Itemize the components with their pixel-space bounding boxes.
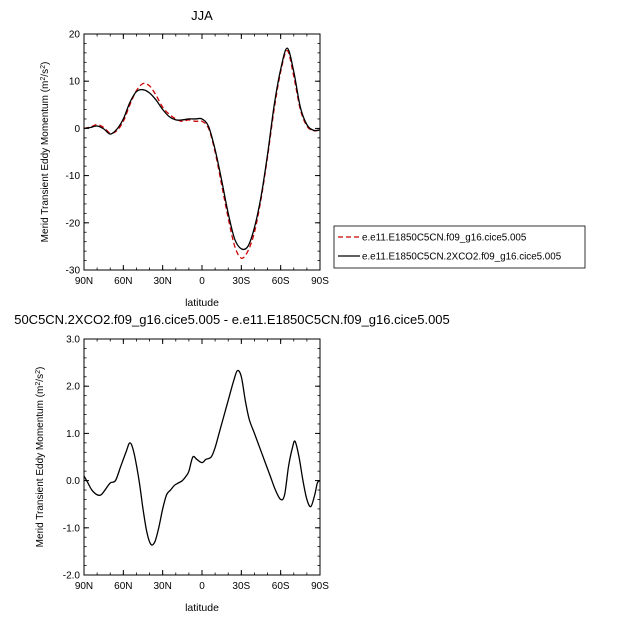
y-tick-label: -30 — [66, 266, 81, 277]
top-chart: JJA -30 -20 -10 0 10 20 90N 60N 30N 0 30S 60S 90S l… — [40, 8, 586, 309]
y-tick-label: 0 — [74, 124, 80, 135]
top-y-axis-label: Merid Transient Eddy Momentum (m2/s2) — [40, 62, 52, 243]
top-x-axis-label: latitude — [185, 297, 219, 309]
top-chart-title: JJA — [191, 8, 213, 23]
top-x-axis: 90N 60N 30N 0 30S 60S 90S — [75, 34, 329, 287]
y-tick-label: -2.0 — [63, 571, 81, 582]
y-tick-label: 0.0 — [66, 476, 80, 487]
x-tick-label: 60N — [114, 581, 132, 592]
bottom-x-axis: 90N 60N 30N 0 30S 60S 90S — [75, 339, 329, 592]
x-tick-label: 0 — [199, 581, 205, 592]
x-tick-label: 60S — [272, 276, 290, 287]
p0-series-line-0 — [83, 49, 321, 259]
y-tick-label: 1.0 — [66, 429, 80, 440]
top-legend: e.e11.E1850C5CN.f09_g16.cice5.005 e.e11.… — [333, 225, 586, 269]
y-tick-label: 2.0 — [66, 382, 80, 393]
bottom-y-axis-label: Merid Transient Eddy Momentum (m2/s2) — [35, 367, 47, 548]
y-tick-label: 20 — [69, 30, 81, 41]
legend-box — [333, 225, 586, 269]
x-tick-label: 90N — [75, 581, 93, 592]
x-tick-label: 90S — [311, 276, 329, 287]
bottom-plot-frame — [83, 338, 321, 576]
legend-entry-control: e.e11.E1850C5CN.f09_g16.cice5.005 — [362, 233, 527, 244]
y-tick-label: -10 — [66, 171, 81, 182]
x-tick-label: 30S — [232, 276, 250, 287]
x-tick-label: 60S — [272, 581, 290, 592]
p1-series-line-0 — [83, 369, 321, 546]
bottom-chart: 50C5CN.2XCO2.f09_g16.cice5.005 - e.e11.E… — [14, 312, 450, 614]
bottom-series-group — [83, 369, 321, 546]
y-tick-label: 3.0 — [66, 335, 80, 346]
x-tick-label: 30S — [232, 581, 250, 592]
bottom-y-axis: -2.0 -1.0 0.0 1.0 2.0 3.0 — [63, 335, 320, 582]
x-tick-label: 30N — [153, 276, 171, 287]
bottom-chart-title: 50C5CN.2XCO2.f09_g16.cice5.005 - e.e11.E… — [14, 312, 450, 327]
bottom-x-axis-label: latitude — [185, 602, 219, 614]
p0-series-line-1 — [83, 47, 321, 251]
x-tick-label: 90S — [311, 581, 329, 592]
legend-entry-2xco2: e.e11.E1850C5CN.2XCO2.f09_g16.cice5.005 — [362, 252, 562, 263]
x-tick-label: 30N — [153, 581, 171, 592]
top-series-group — [83, 47, 321, 259]
y-tick-label: 10 — [69, 77, 81, 88]
top-plot-frame — [83, 33, 321, 271]
y-tick-label: -1.0 — [63, 523, 81, 534]
y-tick-label: -20 — [66, 218, 81, 229]
x-tick-label: 0 — [199, 276, 205, 287]
x-tick-label: 60N — [114, 276, 132, 287]
x-tick-label: 90N — [75, 276, 93, 287]
top-y-axis: -30 -20 -10 0 10 20 — [66, 30, 320, 277]
